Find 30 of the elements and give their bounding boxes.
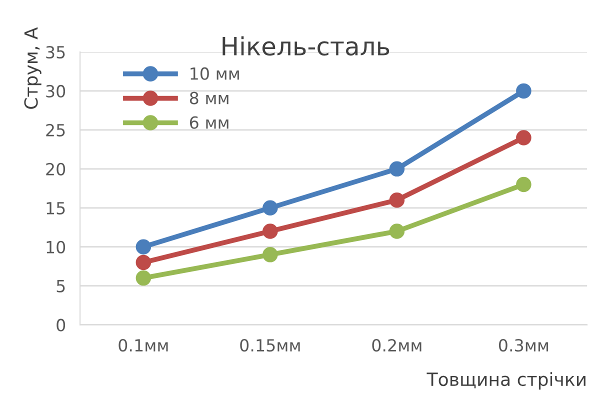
x-tick-label: 0.1мм [118, 339, 168, 352]
y-tick-label: 30 [46, 84, 66, 98]
point [262, 224, 278, 239]
point [389, 161, 405, 177]
legend-label: 10 мм [190, 67, 239, 80]
point [389, 192, 405, 208]
x-tick-label: 0.2мм [372, 339, 422, 352]
y-tick-label: 35 [46, 46, 65, 59]
x-tick-label: 0.15мм [240, 339, 300, 352]
legend-label: 6 мм [190, 116, 228, 129]
point [262, 247, 278, 262]
point [136, 239, 152, 255]
point [516, 83, 532, 99]
point [516, 176, 532, 192]
y-tick-label: 5 [56, 280, 65, 292]
point [136, 254, 152, 270]
y-axis-title: Струм, А [24, 27, 42, 109]
y-tick-label: 15 [46, 202, 65, 214]
y-tick-label: 0 [56, 318, 66, 332]
x-axis-title: Товщина стрічки [426, 372, 586, 390]
y-tick-label: 25 [46, 124, 65, 137]
point [516, 130, 532, 146]
y-tick-label: 20 [46, 162, 66, 176]
legend-label: 8 мм [190, 92, 228, 104]
y-tick-label: 10 [46, 240, 66, 254]
point [262, 200, 278, 216]
point [136, 270, 152, 286]
x-tick-label: 0.3мм [498, 339, 548, 352]
chart-title: Нікель-сталь [222, 36, 390, 56]
point [389, 224, 405, 239]
